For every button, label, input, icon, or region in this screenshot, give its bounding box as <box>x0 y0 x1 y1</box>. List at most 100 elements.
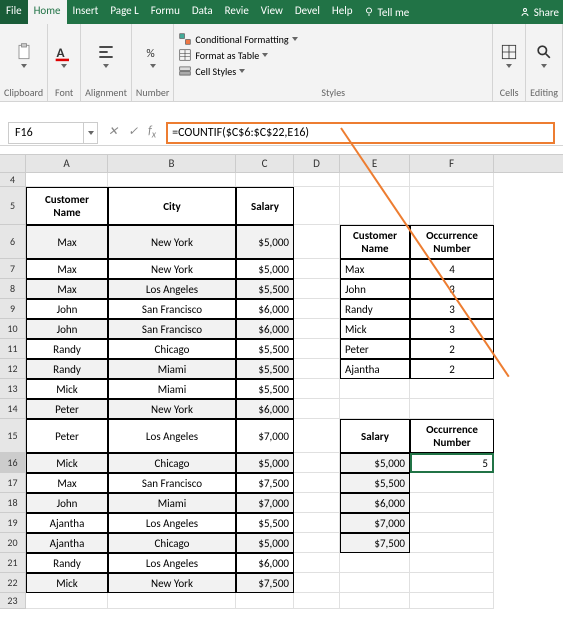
cell-city[interactable]: Miami <box>108 359 236 379</box>
cell-name[interactable]: Randy <box>26 553 108 573</box>
sal-occ[interactable] <box>410 493 494 513</box>
formula-input[interactable]: =COUNTIF($C$6:$C$22,E16) <box>166 122 555 144</box>
fx-icon[interactable]: fx <box>148 124 156 140</box>
enter-formula-icon[interactable]: ✓ <box>128 124 138 140</box>
cell-blank[interactable] <box>410 553 494 573</box>
cell-name[interactable]: Ajantha <box>26 513 108 533</box>
row-header[interactable]: 20 <box>0 533 26 553</box>
cell-name[interactable]: Max <box>26 279 108 299</box>
cell-blank[interactable] <box>294 513 340 533</box>
sal-occ[interactable] <box>410 513 494 533</box>
cell-blank[interactable] <box>410 379 494 399</box>
cell-blank[interactable] <box>236 593 294 609</box>
cell-blank[interactable] <box>294 225 340 259</box>
row-header[interactable]: 6 <box>0 225 26 259</box>
cell-city[interactable]: Chicago <box>108 453 236 473</box>
row-header[interactable]: 15 <box>0 419 26 453</box>
cell-salary[interactable]: $6,000 <box>236 553 294 573</box>
cell-blank[interactable] <box>294 553 340 573</box>
occ-value[interactable]: 3 <box>410 279 494 299</box>
col-header-E[interactable]: E <box>340 155 410 172</box>
tab-file[interactable]: File <box>0 0 28 24</box>
row-header[interactable]: 21 <box>0 553 26 573</box>
row-header[interactable]: 22 <box>0 573 26 593</box>
col-header-C[interactable]: C <box>236 155 294 172</box>
share-button[interactable]: Share <box>515 0 563 24</box>
cell-salary[interactable]: $6,000 <box>236 319 294 339</box>
cell-name[interactable]: John <box>26 299 108 319</box>
cell-salary[interactable]: $6,000 <box>236 399 294 419</box>
row-header[interactable]: 9 <box>0 299 26 319</box>
cell-blank[interactable] <box>340 553 410 573</box>
sal-occ[interactable] <box>410 473 494 493</box>
cell-blank[interactable] <box>294 573 340 593</box>
tab-page-layout[interactable]: Page L <box>104 0 144 24</box>
cell-city[interactable]: San Francisco <box>108 473 236 493</box>
row-header[interactable]: 12 <box>0 359 26 379</box>
sal-salary[interactable]: $7,000 <box>340 513 410 533</box>
cell-name[interactable]: Mick <box>26 573 108 593</box>
header-customer-name[interactable]: Customer Name <box>26 187 108 225</box>
occ-name[interactable]: Mick <box>340 319 410 339</box>
cell-name[interactable]: John <box>26 493 108 513</box>
cell-name[interactable]: Max <box>26 473 108 493</box>
cell-blank[interactable] <box>294 493 340 513</box>
cell-blank[interactable] <box>340 593 410 609</box>
tab-home[interactable]: Home <box>28 0 67 24</box>
cell-name[interactable]: Randy <box>26 359 108 379</box>
editing-button[interactable] <box>532 40 556 70</box>
col-header-A[interactable]: A <box>26 155 108 172</box>
sal-salary[interactable]: $5,000 <box>340 453 410 473</box>
cell-blank[interactable] <box>340 187 410 225</box>
row-header[interactable]: 19 <box>0 513 26 533</box>
cell-salary[interactable]: $5,500 <box>236 359 294 379</box>
cell-blank[interactable] <box>410 173 494 187</box>
active-cell-F16[interactable]: 5 <box>410 453 494 473</box>
cell-blank[interactable] <box>294 279 340 299</box>
cell-blank[interactable] <box>410 573 494 593</box>
sal-occ[interactable] <box>410 533 494 553</box>
alignment-button[interactable] <box>94 40 118 70</box>
cell-salary[interactable]: $7,000 <box>236 493 294 513</box>
cell-salary[interactable]: $7,500 <box>236 473 294 493</box>
cell-city[interactable]: Miami <box>108 379 236 399</box>
cell-blank[interactable] <box>294 379 340 399</box>
cell-city[interactable]: Los Angeles <box>108 419 236 453</box>
cell-blank[interactable] <box>410 187 494 225</box>
sal-salary[interactable]: $5,500 <box>340 473 410 493</box>
row-header[interactable]: 7 <box>0 259 26 279</box>
cell-blank[interactable] <box>410 593 494 609</box>
cell-blank[interactable] <box>410 399 494 419</box>
cell-blank[interactable] <box>294 533 340 553</box>
cell-blank[interactable] <box>294 593 340 609</box>
tab-review[interactable]: Revie <box>219 0 255 24</box>
tab-data[interactable]: Data <box>186 0 219 24</box>
cell-city[interactable]: San Francisco <box>108 299 236 319</box>
occ-value[interactable]: 3 <box>410 319 494 339</box>
row-header[interactable]: 11 <box>0 339 26 359</box>
sal-salary[interactable]: $7,500 <box>340 533 410 553</box>
cell-blank[interactable] <box>108 173 236 187</box>
occ-value[interactable]: 4 <box>410 259 494 279</box>
sal-header-occ[interactable]: Occurrence Number <box>410 419 494 453</box>
occ-name[interactable]: Ajantha <box>340 359 410 379</box>
header-salary[interactable]: Salary <box>236 187 294 225</box>
row-header[interactable]: 5 <box>0 187 26 225</box>
cell-name[interactable]: Peter <box>26 419 108 453</box>
cell-salary[interactable]: $5,000 <box>236 225 294 259</box>
conditional-formatting-button[interactable]: Conditional Formatting <box>178 32 297 46</box>
cell-styles-button[interactable]: Cell Styles <box>178 64 297 78</box>
occ-header-occ[interactable]: Occurrence Number <box>410 225 494 259</box>
row-header[interactable]: 23 <box>0 593 26 609</box>
cell-name[interactable]: Mick <box>26 453 108 473</box>
cell-blank[interactable] <box>26 593 108 609</box>
row-header[interactable]: 16 <box>0 453 26 473</box>
tellme-search[interactable]: Tell me <box>359 0 414 24</box>
cell-blank[interactable] <box>294 419 340 453</box>
cell-city[interactable]: Los Angeles <box>108 553 236 573</box>
cell-blank[interactable] <box>294 359 340 379</box>
cell-city[interactable]: Los Angeles <box>108 513 236 533</box>
cell-salary[interactable]: $5,500 <box>236 379 294 399</box>
cell-salary[interactable]: $5,000 <box>236 453 294 473</box>
cell-salary[interactable]: $5,000 <box>236 533 294 553</box>
